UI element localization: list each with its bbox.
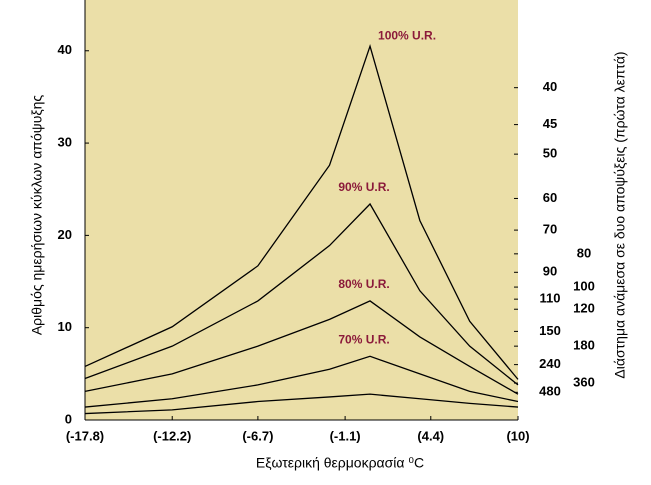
x-tick-label: (-17.8) <box>66 428 104 443</box>
y2-tick-label: 45 <box>543 116 557 131</box>
y2-tick-label: 480 <box>539 384 561 399</box>
y2-tick-label: 120 <box>573 301 595 316</box>
x-tick-label: (-12.2) <box>153 428 191 443</box>
y-tick-label: 20 <box>58 227 72 242</box>
y2-tick-label: 100 <box>573 279 595 294</box>
y2-tick-label: 60 <box>543 190 557 205</box>
line <box>84 393 519 415</box>
y2-tick-label: 50 <box>543 146 557 161</box>
series-label: 90% U.R. <box>338 180 389 194</box>
series-label: 100% U.R. <box>378 28 436 42</box>
x-tick-label: (-1.1) <box>330 428 361 443</box>
plot-background <box>85 0 518 420</box>
y-axis-title: Αριθμός ημερήσιων κύκλων απόψυξης <box>29 95 45 336</box>
y-tick-label: 40 <box>58 42 72 57</box>
y2-tick-label: 70 <box>543 222 557 237</box>
line <box>84 43 519 380</box>
y2-tick-label: 40 <box>543 79 557 94</box>
y2-axis-title: Διάστημα ανάμεσα σε δυο αποψύξεις (πρώτα… <box>612 51 628 378</box>
y2-tick-label: 240 <box>539 356 561 371</box>
x-tick-label: (-6.7) <box>242 428 273 443</box>
x-tick-label: (4.4) <box>417 428 444 443</box>
x-tick-label: (10) <box>506 428 529 443</box>
y2-tick-label: 80 <box>577 245 591 260</box>
y2-tick-label: 360 <box>573 375 595 390</box>
series-label: 70% U.R. <box>338 332 389 346</box>
y-tick-label: 10 <box>58 319 72 334</box>
y-tick-label: 0 <box>65 411 72 426</box>
series-label: 80% U.R. <box>338 277 389 291</box>
y2-tick-label: 110 <box>540 291 561 306</box>
line <box>84 355 519 408</box>
x-axis-title: Εξωτερική θερμοκρασία ⁰C <box>256 455 424 471</box>
line <box>84 300 519 395</box>
y2-tick-label: 90 <box>543 264 557 279</box>
line <box>84 202 519 386</box>
y2-tick-label: 180 <box>573 338 595 353</box>
y2-tick-label: 150 <box>539 323 561 338</box>
y-tick-label: 30 <box>58 135 72 150</box>
